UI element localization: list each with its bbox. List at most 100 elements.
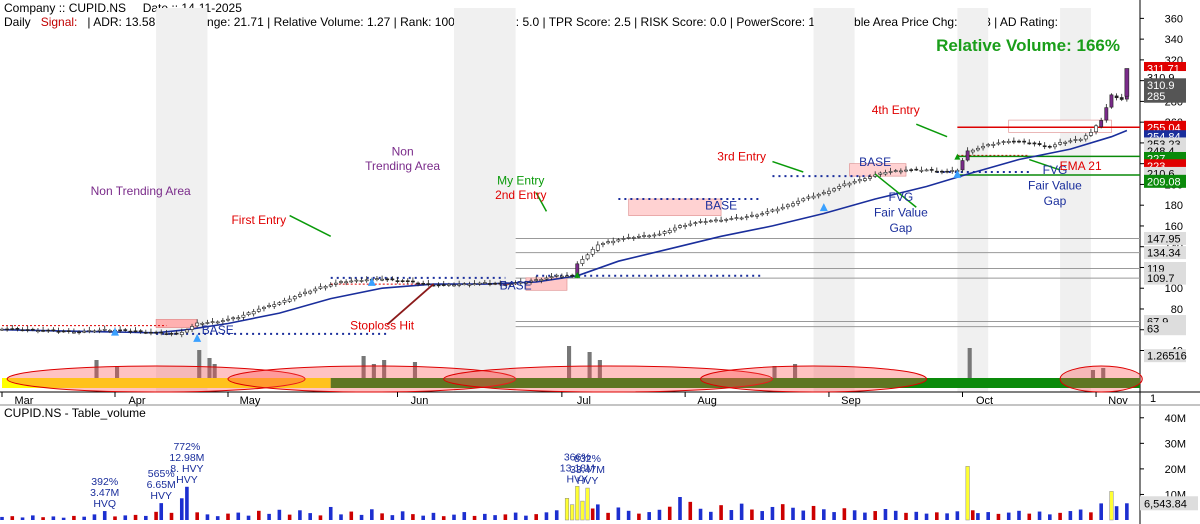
volume-bar [616,507,621,520]
candle-body [359,280,364,282]
chart-annotation: Fair Value [874,206,928,220]
candle-body [498,282,503,285]
candle-body [678,225,682,228]
candle-body [734,217,739,219]
candle-body [893,170,898,172]
volume-spike-label: HVY [566,473,588,485]
candle-body [719,219,723,222]
indicator-ellipse [227,365,517,393]
candle-body [621,238,626,240]
candle-body [1089,132,1093,136]
volume-bar [832,512,836,520]
volume-bar [380,513,384,520]
candle-body [626,237,631,239]
candle-body [30,328,35,331]
indicator-bar [207,358,212,378]
volume-spike-label: 12.98M [169,452,204,464]
price-tag-label: 147.95 [1147,233,1181,245]
volume-bar [92,514,97,520]
chart-annotation: FVG [889,190,914,204]
candle-body [400,280,405,282]
ema-label: EMA 21 [1060,159,1102,173]
annotation-arrow [535,192,548,212]
annotation-arrow [915,123,948,138]
candle-body [970,149,975,153]
volume-bar [287,514,292,520]
candle-body [801,198,806,202]
volume-bar [986,512,990,520]
candle-body [1011,140,1016,143]
volume-bar [72,515,76,520]
candle-body [904,169,908,172]
volume-bar [257,510,261,520]
volume-bar [10,516,15,520]
candle-body [760,213,765,216]
volume-bar [452,514,456,520]
price-tick-label: 180 [1165,200,1183,212]
candle-body [436,284,441,287]
indicator-bar [371,364,376,378]
volume-bar [667,506,672,520]
candle-body [395,280,400,282]
candle-body [226,318,230,321]
candle-body [965,150,970,161]
candle-body [642,235,646,237]
candle-body [61,330,66,333]
volume-bar [955,511,960,520]
candle-body [179,332,184,335]
volume-pane-title: CUPID.NS - Table_volume [4,406,146,420]
candle-body [457,284,462,286]
volume-bar [822,509,826,520]
volume-bar [0,516,4,520]
candle-body [0,328,4,331]
candle-body [133,330,138,333]
base-triangle-icon [819,203,828,212]
candle-body [236,317,241,320]
price-tag-box [1144,322,1186,336]
candle-body [544,277,549,280]
candle-body [210,321,215,323]
candle-body [554,274,559,277]
indicator-bar [587,352,592,378]
chart-annotation: Non [392,144,414,158]
candle-body [15,328,20,330]
candle-body [960,160,965,171]
candle-body [590,249,595,255]
volume-bar [1037,511,1042,520]
price-axis-scale-label: 1 [1150,393,1156,405]
candle-body [426,283,431,285]
volume-spike-label: HVY [176,474,198,486]
candle-body [791,203,795,207]
volume-spike-label: 8. HVY [170,463,203,475]
indicator-bar [412,362,418,378]
timeframe-label: Daily [4,15,31,29]
volume-bar [308,513,312,520]
candle-body [231,317,236,320]
candle-body [657,233,662,236]
candle-body [1017,140,1021,143]
candle-body [996,142,1001,145]
volume-band-green [330,378,1140,388]
volume-bar [750,509,754,520]
stat-rank: Rank: 100.0 [400,15,465,29]
volume-bar [215,516,220,520]
volume-bar [400,511,405,520]
candle-body [919,169,924,172]
candle-body [724,219,729,221]
volume-bar [580,500,585,521]
volume-bar [657,509,662,520]
volume-spike-label: 392% [91,476,118,488]
volume-bar [61,517,66,520]
candle-body [986,144,991,147]
candle-body [488,283,492,285]
volume-tick-label: 40M [1165,413,1186,425]
volume-bar [1125,503,1129,520]
candle-body [976,147,980,151]
volume-bar [606,512,610,520]
candle-body [102,329,107,331]
indicator-bar [197,350,202,378]
candle-body [195,322,200,327]
candle-body [909,169,914,171]
volume-bar [534,514,538,520]
